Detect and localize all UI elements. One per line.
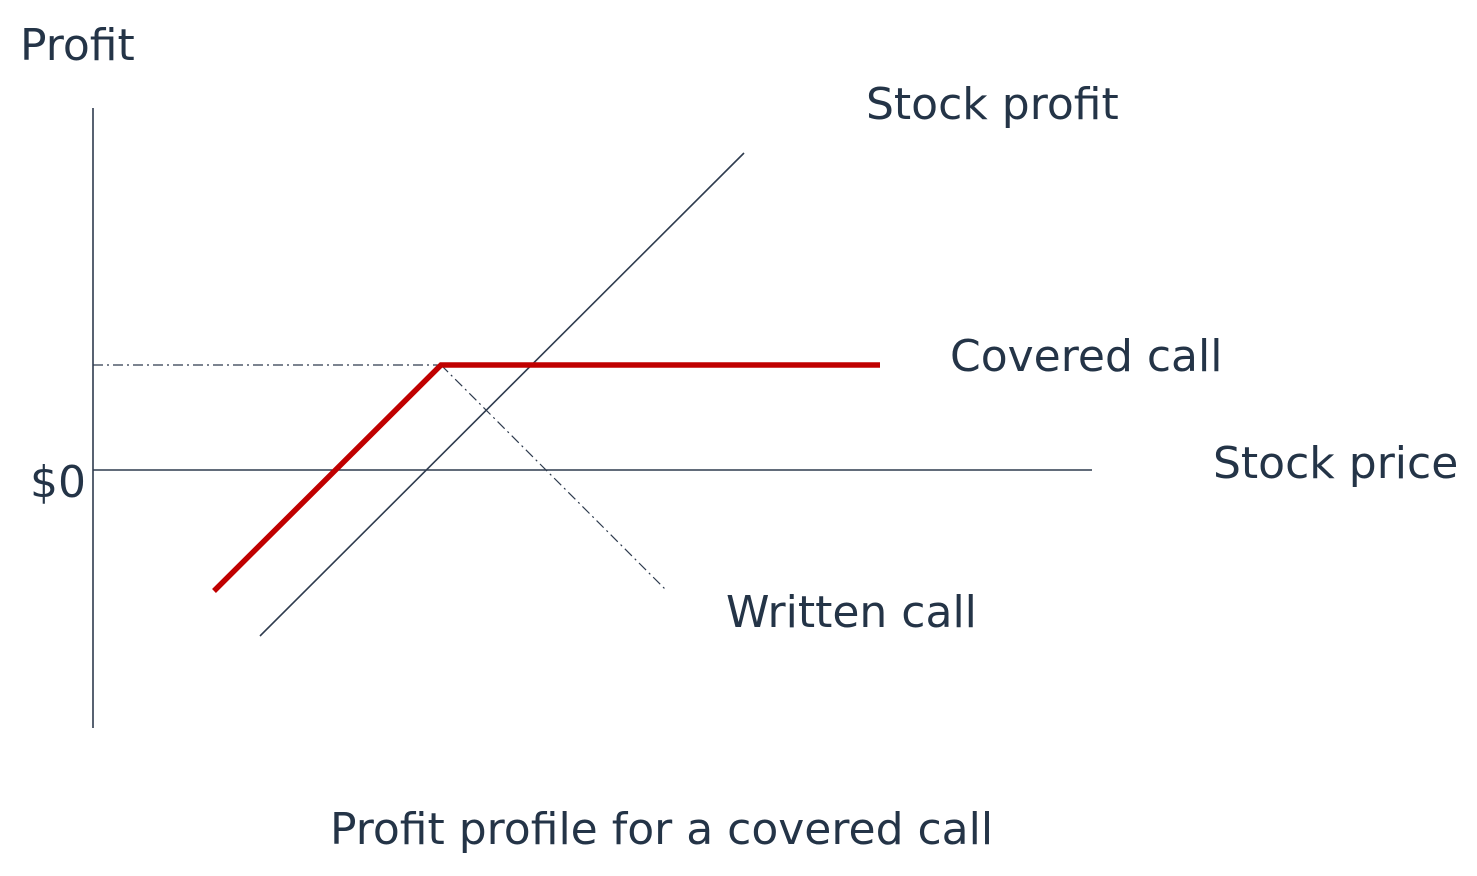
stock-profit-line bbox=[259, 152, 745, 637]
diagram-caption: Profit profile for a covered call bbox=[330, 804, 993, 855]
covered-call-label: Covered call bbox=[950, 331, 1222, 382]
zero-label: $0 bbox=[30, 457, 86, 508]
x-axis-label: Stock price bbox=[1213, 438, 1458, 489]
written-call-line bbox=[440, 364, 667, 591]
y-axis-label: Profit bbox=[20, 20, 135, 71]
covered-call-line bbox=[212, 362, 880, 593]
written-call-label: Written call bbox=[726, 587, 977, 638]
stock-profit-label: Stock profit bbox=[866, 79, 1119, 130]
